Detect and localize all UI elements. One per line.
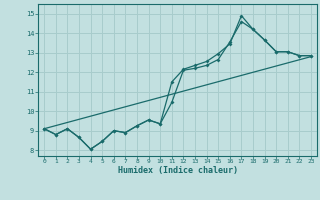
X-axis label: Humidex (Indice chaleur): Humidex (Indice chaleur) <box>118 166 238 175</box>
